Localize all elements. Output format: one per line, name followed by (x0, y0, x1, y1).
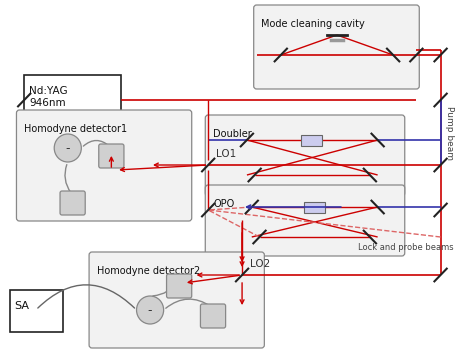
Bar (304, 202, 325, 213)
FancyBboxPatch shape (60, 191, 85, 215)
Text: Pump beam: Pump beam (446, 105, 455, 159)
Text: Homodyne detector1: Homodyne detector1 (24, 124, 128, 134)
Circle shape (54, 134, 82, 162)
Text: Nd:YAG
946nm: Nd:YAG 946nm (29, 86, 68, 108)
Text: Mode cleaning cavity: Mode cleaning cavity (262, 19, 365, 29)
FancyBboxPatch shape (166, 274, 191, 298)
Text: Doubler: Doubler (213, 129, 252, 139)
Text: -: - (148, 305, 152, 317)
FancyBboxPatch shape (201, 304, 226, 328)
Bar (301, 135, 322, 146)
Circle shape (137, 296, 164, 324)
FancyBboxPatch shape (17, 110, 191, 221)
FancyBboxPatch shape (99, 144, 124, 168)
Text: SA: SA (15, 301, 29, 311)
FancyBboxPatch shape (205, 185, 405, 256)
Text: Lock and probe beams: Lock and probe beams (358, 243, 454, 252)
FancyBboxPatch shape (254, 5, 419, 89)
Text: OPO: OPO (213, 199, 234, 209)
Text: LO2: LO2 (250, 259, 270, 269)
Text: LO1: LO1 (216, 149, 236, 159)
Text: -: - (65, 142, 70, 155)
Bar (9, 290, 63, 332)
Text: Homodyne detector2: Homodyne detector2 (97, 266, 200, 276)
FancyBboxPatch shape (89, 252, 264, 348)
FancyBboxPatch shape (205, 115, 405, 196)
Bar (24, 75, 121, 125)
